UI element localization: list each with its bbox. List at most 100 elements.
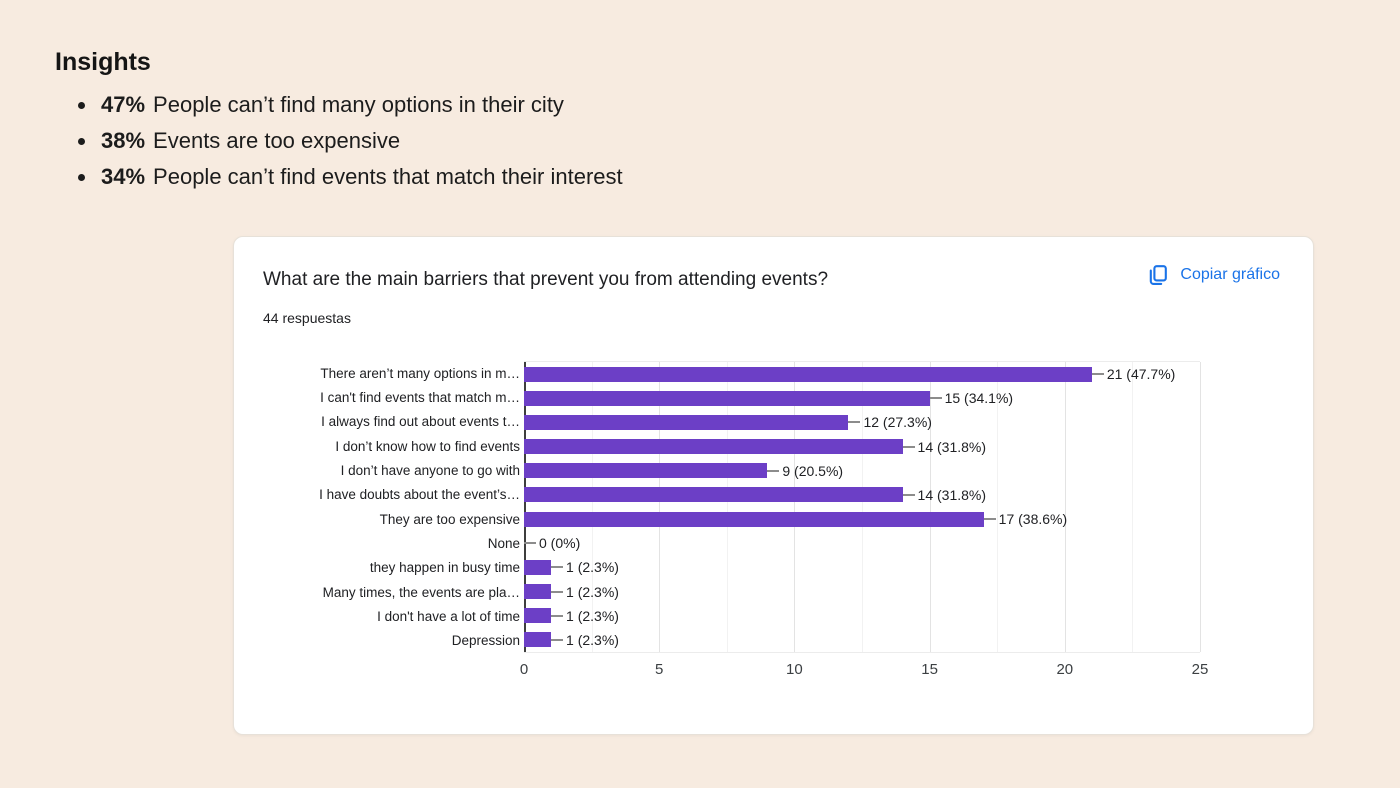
copy-chart-label: Copiar gráfico	[1180, 266, 1280, 283]
whisker	[983, 518, 996, 521]
insight-text: People can’t find events that match thei…	[153, 164, 623, 189]
chart-row: 15 (34.1%)	[524, 386, 1200, 410]
bar	[524, 390, 930, 406]
gridline-major	[1064, 362, 1066, 652]
x-axis: 0 5 10 15 20 25	[520, 661, 1209, 683]
chart-row: 1 (2.3%)	[524, 604, 1200, 628]
gridline-minor	[862, 362, 863, 652]
copy-chart-button[interactable]: Copiar gráfico	[1146, 263, 1280, 287]
x-tick-label: 25	[1191, 661, 1209, 678]
category-label: There aren’t many options in m…	[320, 365, 520, 381]
whisker	[929, 397, 942, 400]
chart-row: 14 (31.8%)	[524, 435, 1200, 459]
gridline-major	[659, 362, 661, 652]
insights-title: Insights	[55, 48, 151, 76]
category-label: None	[487, 535, 520, 551]
chart-row: 21 (47.7%)	[524, 362, 1200, 386]
category-label: Depression	[451, 633, 520, 649]
bar	[524, 632, 552, 648]
value-label: 15 (34.1%)	[944, 390, 1014, 407]
bar	[524, 439, 903, 455]
category-label: Many times, the events are pla…	[322, 584, 520, 600]
category-label: They are too expensive	[379, 511, 520, 527]
gridline-major	[1200, 362, 1201, 652]
chart-title: What are the main barriers that prevent …	[263, 269, 829, 290]
chart-row: 0 (0%)	[524, 531, 1200, 555]
bar	[524, 511, 984, 527]
value-label: 9 (20.5%)	[782, 462, 844, 479]
bar	[524, 414, 849, 430]
insight-stat: 47%	[101, 92, 146, 117]
value-label: 17 (38.6%)	[998, 511, 1068, 528]
bar	[524, 584, 552, 600]
value-label: 0 (0%)	[539, 535, 581, 552]
chart-row: 14 (31.8%)	[524, 483, 1200, 507]
responses-count: 44 respuestas	[263, 310, 351, 326]
gridline-minor	[591, 362, 593, 652]
bullet-dot	[78, 101, 85, 109]
chart-card: What are the main barriers that prevent …	[233, 236, 1314, 735]
gridline-minor	[1132, 362, 1134, 652]
bar	[524, 487, 903, 503]
chart-row: 1 (2.3%)	[524, 580, 1200, 604]
gridline-minor	[726, 362, 728, 652]
whisker	[524, 542, 536, 545]
value-label: 14 (31.8%)	[917, 486, 987, 503]
value-label: 1 (2.3%)	[566, 559, 619, 576]
value-label: 14 (31.8%)	[917, 438, 987, 455]
gridline-major	[794, 362, 796, 652]
category-labels: There aren’t many options in m… I can't f…	[234, 361, 520, 653]
bar	[524, 608, 552, 624]
value-label: 1 (2.3%)	[566, 583, 619, 600]
gridline-major	[929, 362, 931, 652]
whisker	[551, 590, 564, 593]
insights-section: Insights 47% People can’t find many optio…	[55, 48, 623, 195]
gridline-minor	[997, 362, 999, 652]
bullet-dot	[78, 137, 85, 145]
plot-area: 21 (47.7%) 15 (34.1%) 12 (27.3%) 14 (31.8%)…	[524, 361, 1201, 653]
category-label: I don’t have anyone to go with	[340, 462, 520, 478]
insight-stat: 38%	[101, 128, 146, 153]
whisker	[1091, 373, 1104, 376]
insight-stat: 34%	[101, 164, 146, 189]
value-label: 1 (2.3%)	[566, 607, 619, 624]
insight-item: 38% Events are too expensive	[55, 123, 623, 159]
whisker	[551, 638, 564, 641]
whisker	[902, 493, 915, 496]
value-label: 1 (2.3%)	[566, 631, 619, 648]
category-label: I have doubts about the event’s…	[319, 487, 520, 503]
insight-text: People can’t find many options in their …	[153, 92, 564, 117]
insight-item: 34% People can’t find events that match t…	[55, 159, 623, 195]
whisker	[767, 469, 780, 472]
copy-icon	[1146, 263, 1170, 287]
whisker	[551, 566, 564, 569]
chart-rows: 21 (47.7%) 15 (34.1%) 12 (27.3%) 14 (31.8%)…	[524, 362, 1200, 652]
chart-row: 9 (20.5%)	[524, 459, 1200, 483]
insights-list: 47% People can’t find many options in the…	[55, 87, 623, 195]
category-label: I don’t know how to find events	[335, 438, 520, 454]
whisker	[848, 421, 861, 424]
category-label: I always find out about events t…	[321, 414, 520, 430]
bullet-dot	[78, 173, 85, 181]
category-label: I don't have a lot of time	[377, 608, 520, 624]
x-tick-label: 5	[655, 661, 664, 678]
x-tick-label: 0	[519, 661, 529, 678]
bar	[524, 366, 1092, 382]
value-label: 21 (47.7%)	[1106, 366, 1176, 383]
bar	[524, 463, 768, 479]
chart-row: 17 (38.6%)	[524, 507, 1200, 531]
whisker	[551, 614, 564, 617]
value-label: 12 (27.3%)	[863, 414, 932, 431]
category-label: they happen in busy time	[369, 560, 520, 576]
chart-row: 1 (2.3%)	[524, 628, 1200, 652]
x-tick-label: 10	[786, 661, 803, 678]
chart-row: 1 (2.3%)	[524, 555, 1200, 579]
y-axis-line	[524, 362, 526, 652]
insight-text: Events are too expensive	[153, 128, 401, 153]
x-tick-label: 20	[1056, 661, 1074, 678]
chart-row: 12 (27.3%)	[524, 410, 1200, 434]
x-tick-label: 15	[921, 661, 938, 678]
whisker	[902, 445, 915, 448]
insight-item: 47% People can’t find many options in the…	[55, 87, 623, 123]
